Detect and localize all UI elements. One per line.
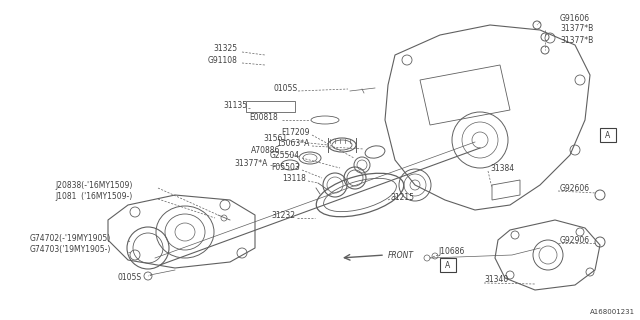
Text: G74702(-'19MY1905): G74702(-'19MY1905) [30, 234, 111, 243]
Text: J1081  ('16MY1509-): J1081 ('16MY1509-) [55, 191, 132, 201]
Text: 31377*B: 31377*B [560, 23, 593, 33]
Text: F05503: F05503 [271, 163, 300, 172]
Text: 31325: 31325 [214, 44, 238, 52]
Text: 31135: 31135 [224, 100, 248, 109]
Text: 31561: 31561 [264, 133, 288, 142]
Text: G92906: G92906 [560, 236, 590, 244]
Text: 0105S: 0105S [274, 84, 298, 92]
Text: FRONT: FRONT [388, 251, 414, 260]
Text: 31232: 31232 [271, 211, 295, 220]
Text: G74703('19MY1905-): G74703('19MY1905-) [30, 244, 111, 253]
Text: G25504: G25504 [270, 150, 300, 159]
Text: A70886: A70886 [251, 146, 280, 155]
Text: A: A [445, 260, 451, 269]
Text: G92606: G92606 [560, 183, 590, 193]
Text: G91108: G91108 [208, 55, 238, 65]
Text: 13118: 13118 [282, 173, 306, 182]
Text: 31215: 31215 [390, 193, 414, 202]
Text: 31377*B: 31377*B [560, 36, 593, 44]
Text: 0105S: 0105S [118, 273, 142, 282]
Text: 31340: 31340 [484, 276, 508, 284]
Text: F17209: F17209 [282, 127, 310, 137]
Text: 31377*A: 31377*A [235, 158, 268, 167]
Text: E00818: E00818 [249, 113, 278, 122]
Text: G91606: G91606 [560, 13, 590, 22]
Text: 31384: 31384 [490, 164, 514, 172]
Text: J20838(-'16MY1509): J20838(-'16MY1509) [55, 180, 132, 189]
Text: A168001231: A168001231 [590, 309, 635, 315]
Text: J10686: J10686 [438, 247, 465, 257]
Text: 15063*A: 15063*A [276, 139, 310, 148]
Text: A: A [605, 131, 611, 140]
